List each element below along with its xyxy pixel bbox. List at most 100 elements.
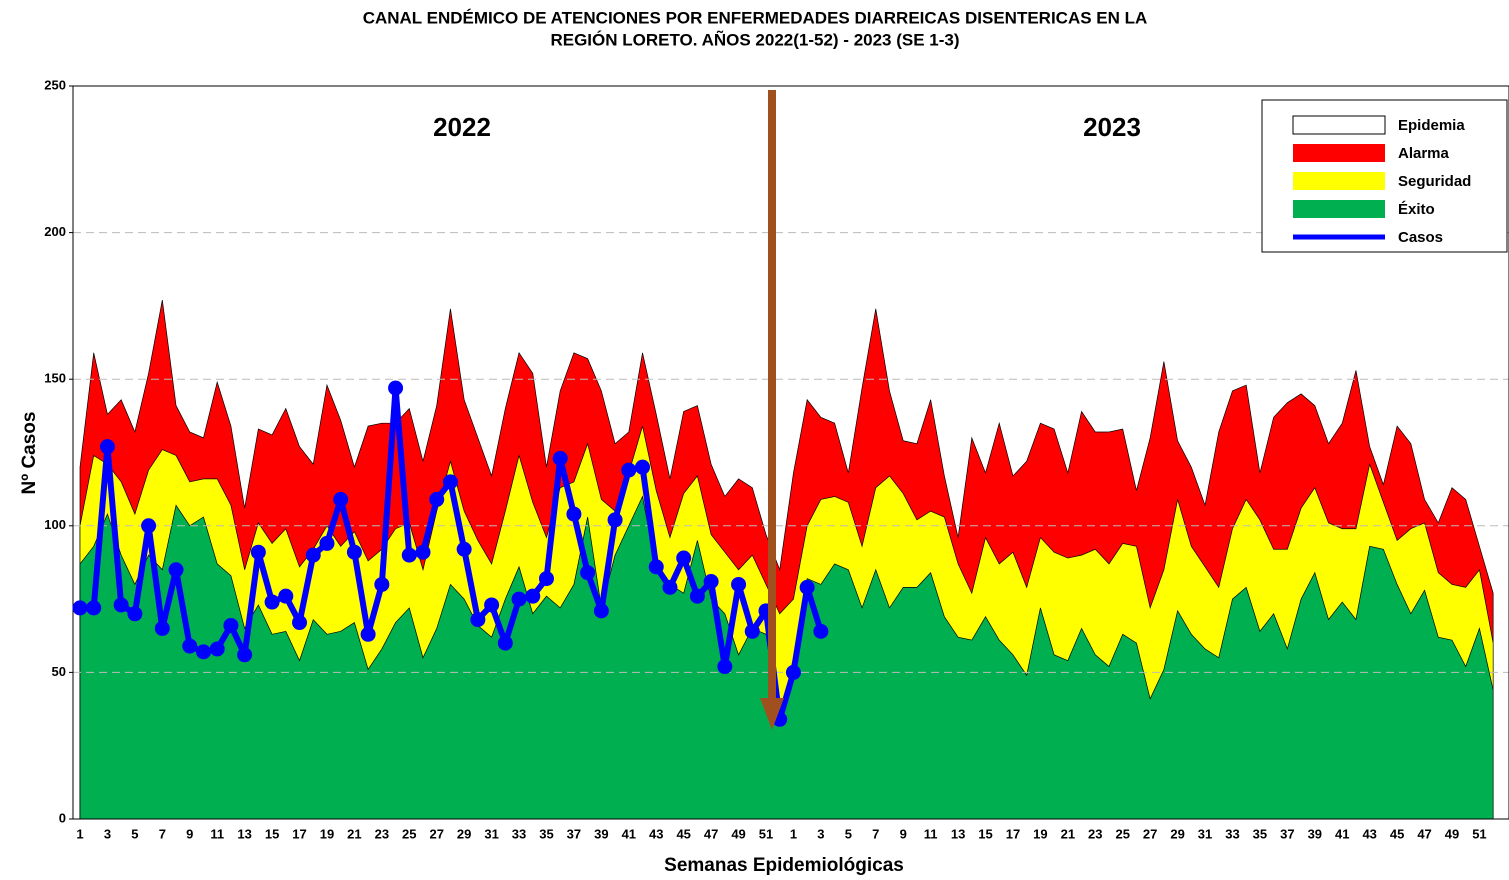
area (79, 495, 1494, 820)
x-tick-label: 23 (1088, 826, 1102, 841)
point (676, 550, 692, 566)
point (799, 579, 815, 595)
point (278, 588, 294, 604)
x-tick-label: 5 (131, 826, 138, 841)
x-tick-label: 51 (759, 826, 773, 841)
x-tick-label: 11 (210, 826, 224, 841)
x-tick-label: 7 (159, 826, 166, 841)
point (388, 380, 404, 396)
annotation: 2022 (433, 112, 491, 142)
plot-frame (72, 85, 1509, 820)
x-tick-label: 41 (622, 826, 636, 841)
x-tick-label: 51 (1472, 826, 1486, 841)
x-tick-label: 47 (704, 826, 718, 841)
point (635, 459, 651, 475)
legend-swatch (1293, 144, 1385, 162)
point (250, 544, 266, 560)
x-tick-label: 27 (1143, 826, 1157, 841)
x-tick-label: 35 (539, 826, 553, 841)
point (552, 450, 568, 466)
x-tick-label: 5 (845, 826, 852, 841)
x-tick-label: 19 (320, 826, 334, 841)
point (168, 562, 184, 578)
x-tick-label: 31 (1198, 826, 1212, 841)
point (223, 617, 239, 633)
x-tick-label: 29 (457, 826, 471, 841)
point (113, 597, 129, 613)
point (182, 638, 198, 654)
legend-label: Epidemia (1398, 117, 1465, 134)
point (442, 474, 458, 490)
x-tick-label: 3 (817, 826, 824, 841)
x-tick-label: 37 (567, 826, 581, 841)
x-tick-label: 25 (1115, 826, 1129, 841)
legend-label: Alarma (1398, 145, 1450, 162)
y-tick-label: 100 (44, 517, 66, 532)
x-tick-label: 33 (512, 826, 526, 841)
point (209, 641, 225, 657)
y-axis-title: Nº Casos (19, 412, 40, 495)
x-tick-label: 35 (1253, 826, 1267, 841)
arrow (760, 90, 784, 730)
point (319, 535, 335, 551)
point (237, 647, 253, 663)
y-tick-label: 150 (44, 371, 66, 386)
point (484, 597, 500, 613)
point (785, 664, 801, 680)
point (305, 547, 321, 563)
point (662, 579, 678, 595)
point (470, 612, 486, 628)
point (99, 439, 115, 455)
x-tick-label: 49 (731, 826, 745, 841)
x-tick-label: 7 (872, 826, 879, 841)
point (456, 541, 472, 557)
point (689, 588, 705, 604)
x-tick-label: 45 (676, 826, 690, 841)
x-tick-label: 17 (292, 826, 306, 841)
legend-label: Seguridad (1398, 173, 1471, 190)
x-tick-label: 13 (237, 826, 251, 841)
point (717, 659, 733, 675)
chart-title: CANAL ENDÉMICO DE ATENCIONES POR ENFERME… (363, 8, 1148, 27)
x-tick-label: 1 (76, 826, 83, 841)
chart-title: REGIÓN LORETO. AÑOS 2022(1-52) - 2023 (S… (550, 29, 959, 49)
point (292, 615, 308, 631)
x-tick-label: 21 (1061, 826, 1075, 841)
point (86, 600, 102, 616)
x-tick-label: 45 (1390, 826, 1404, 841)
point (538, 571, 554, 587)
x-axis-title: Semanas Epidemiológicas (664, 855, 904, 876)
point (264, 594, 280, 610)
point (415, 544, 431, 560)
point (621, 462, 637, 478)
point (580, 565, 596, 581)
x-tick-label: 33 (1225, 826, 1239, 841)
legend-swatch (1293, 200, 1385, 218)
point (72, 600, 88, 616)
x-tick-label: 23 (375, 826, 389, 841)
y-tick-label: 50 (52, 664, 66, 679)
x-tick-label: 49 (1445, 826, 1459, 841)
point (141, 518, 157, 534)
point (511, 591, 527, 607)
point (333, 491, 349, 507)
x-tick-label: 9 (186, 826, 193, 841)
x-tick-label: 21 (347, 826, 361, 841)
y-tick-label: 200 (44, 224, 66, 239)
point (195, 644, 211, 660)
point (813, 623, 829, 639)
point (703, 574, 719, 590)
x-tick-label: 1 (790, 826, 797, 841)
legend-label: Casos (1398, 229, 1443, 246)
point (525, 588, 541, 604)
x-tick-label: 15 (265, 826, 279, 841)
point (731, 576, 747, 592)
legend-swatch (1292, 115, 1386, 135)
point (429, 491, 445, 507)
point (648, 559, 664, 575)
x-tick-label: 39 (594, 826, 608, 841)
point (127, 606, 143, 622)
x-tick-label: 47 (1417, 826, 1431, 841)
legend-label: Éxito (1398, 201, 1435, 218)
